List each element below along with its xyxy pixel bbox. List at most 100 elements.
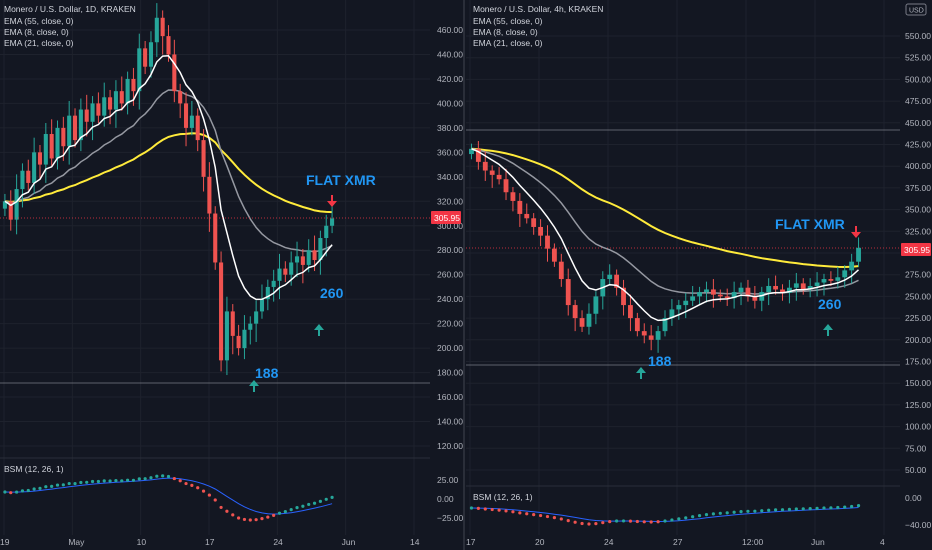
osc-dot xyxy=(504,509,508,513)
right-chart-pane[interactable]: Monero / U.S. Dollar, 4h, KRAKEN EMA (55… xyxy=(466,0,932,547)
candle-body xyxy=(72,115,78,141)
time-tick-label: 10 xyxy=(137,537,147,547)
osc-tick-label: −40.00 xyxy=(905,520,932,530)
osc-dot xyxy=(469,506,474,510)
candle-body xyxy=(634,318,640,332)
osc-dot xyxy=(725,511,729,515)
osc-dot xyxy=(801,507,805,511)
osc-dot xyxy=(213,498,217,502)
osc-dot xyxy=(704,512,709,517)
osc-dot xyxy=(225,509,229,513)
osc-dot xyxy=(843,505,847,509)
osc-dot xyxy=(32,487,36,491)
candle-body xyxy=(814,282,820,286)
osc-dot xyxy=(780,508,785,512)
candle-body xyxy=(503,179,509,193)
time-tick-label: 4 xyxy=(880,537,885,547)
osc-dot xyxy=(718,511,722,515)
left-up-arrow-188-icon xyxy=(249,380,259,392)
price-tick-label: 175.00 xyxy=(905,357,931,367)
osc-dot xyxy=(476,506,480,510)
osc-dot xyxy=(295,506,299,510)
candle-body xyxy=(773,285,779,290)
candle-body xyxy=(545,235,550,249)
candle-body xyxy=(242,329,247,349)
right-ema21-line xyxy=(471,148,859,295)
osc-dot xyxy=(96,479,100,484)
osc-dot xyxy=(525,512,529,516)
osc-dot xyxy=(90,479,95,484)
candle-body xyxy=(475,148,481,162)
candle-body xyxy=(704,289,709,293)
left-price-axis[interactable]: 460.00 440.00 420.00 400.00 380.00 360.00 340.… xyxy=(437,25,464,523)
candle-body xyxy=(254,311,259,324)
ema21-path xyxy=(4,89,333,253)
osc-dot xyxy=(266,515,270,519)
candle-body xyxy=(517,200,523,214)
candle-body xyxy=(90,103,95,122)
right-up-arrow-188-icon xyxy=(636,367,646,379)
osc-dot xyxy=(324,497,328,501)
left-mid-260-label: 260 xyxy=(320,285,344,301)
candle-body xyxy=(697,292,702,297)
osc-dot xyxy=(85,480,89,484)
candle-body xyxy=(236,335,241,349)
candle-body xyxy=(856,247,861,262)
time-tick-label: 27 xyxy=(673,537,683,547)
candle-body xyxy=(662,318,668,332)
candle-body xyxy=(14,189,19,220)
left-time-axis[interactable]: 19 May 10 17 24 Jun 14 xyxy=(0,537,420,547)
osc-dot xyxy=(38,486,42,490)
osc-dot xyxy=(794,507,798,511)
osc-dot xyxy=(608,520,612,524)
candle-body xyxy=(265,286,270,300)
time-tick-label: Jun xyxy=(342,537,356,547)
candle-body xyxy=(294,256,300,263)
osc-dot xyxy=(108,479,112,483)
candle-body xyxy=(259,299,265,312)
osc-tick-label: −25.00 xyxy=(437,513,464,523)
right-legend-symbol: Monero / U.S. Dollar, 4h, KRAKEN xyxy=(473,4,603,14)
osc-dot xyxy=(137,477,141,481)
right-price-axis[interactable]: 550.00 525.00 500.00 475.00 450.00 425.00 400.… xyxy=(905,31,932,530)
time-tick-label: 12:00 xyxy=(742,537,764,547)
candle-body xyxy=(148,42,154,67)
candle-body xyxy=(230,311,235,336)
candle-body xyxy=(593,296,599,314)
candle-body xyxy=(8,201,13,220)
candle-body xyxy=(669,309,675,319)
candle-body xyxy=(780,289,785,293)
price-tick-label: 380.00 xyxy=(437,123,463,133)
osc-dot xyxy=(172,476,176,481)
osc-dot xyxy=(587,522,591,526)
osc-dot xyxy=(822,506,826,510)
right-time-axis[interactable]: 17 20 24 27 12:00 Jun 4 xyxy=(466,537,885,547)
time-tick-label: 14 xyxy=(410,537,420,547)
candle-body xyxy=(538,226,543,236)
osc-dot xyxy=(178,479,182,483)
candle-body xyxy=(807,285,813,290)
price-tick-label: 375.00 xyxy=(905,183,931,193)
right-currency-badge[interactable] xyxy=(905,3,927,16)
osc-dot xyxy=(635,519,639,524)
price-tick-label: 100.00 xyxy=(905,422,931,432)
candle-body xyxy=(766,285,772,293)
osc-dot xyxy=(248,518,252,522)
right-osc-title: BSM (12, 26, 1) xyxy=(473,492,533,502)
left-chart-pane[interactable]: Monero / U.S. Dollar, 1D, KRAKEN EMA (55… xyxy=(0,0,464,547)
osc-dot xyxy=(497,508,501,512)
osc-dot xyxy=(26,488,30,493)
osc-dot xyxy=(61,483,65,487)
price-tick-label: 50.00 xyxy=(905,465,927,475)
osc-dot xyxy=(9,491,13,495)
osc-dot xyxy=(283,510,287,514)
osc-dot xyxy=(126,478,130,482)
price-tick-label: 150.00 xyxy=(905,378,931,388)
price-tick-label: 420.00 xyxy=(437,74,463,84)
candle-body xyxy=(648,335,654,340)
osc-dot xyxy=(318,499,322,503)
osc-dot xyxy=(545,514,550,519)
candle-body xyxy=(137,48,142,92)
right-ema8-line xyxy=(471,148,860,322)
candle-body xyxy=(277,268,282,281)
